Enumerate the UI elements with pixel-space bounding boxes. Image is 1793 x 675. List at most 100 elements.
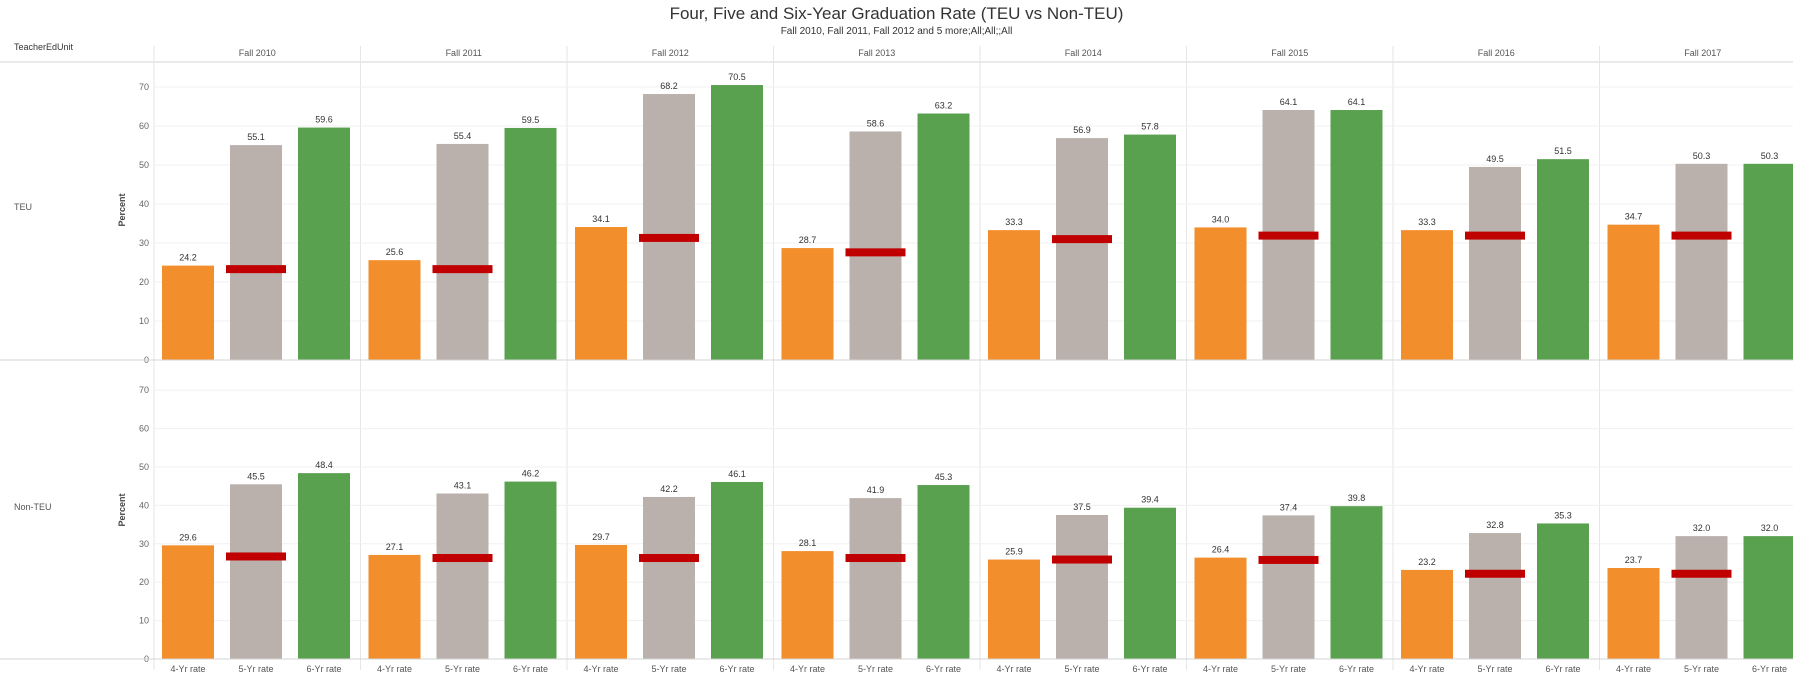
bar-value-label: 24.2 [179, 253, 197, 263]
x-tick-label: 5-Yr rate [651, 664, 686, 674]
bar-value-label: 25.9 [1005, 547, 1023, 557]
bar-5-yr-rate [1262, 515, 1315, 659]
bar-6-yr-rate [1124, 134, 1176, 360]
bar-6-yr-rate [1330, 110, 1383, 360]
x-tick-label: 4-Yr rate [377, 664, 412, 674]
x-tick-label: 6-Yr rate [1339, 664, 1374, 674]
reference-marker [845, 248, 906, 257]
chart-subtitle: Fall 2010, Fall 2011, Fall 2012 and 5 mo… [780, 26, 1013, 37]
bar-4-yr-rate [781, 248, 834, 360]
bar-5-yr-rate [1469, 166, 1521, 360]
bar-value-label: 28.7 [799, 235, 817, 245]
bar-value-label: 33.3 [1418, 217, 1436, 227]
reference-marker [1052, 235, 1112, 244]
bar-6-yr-rate [917, 485, 970, 659]
bar-4-yr-rate [988, 559, 1040, 659]
bar-6-yr-rate [1124, 507, 1176, 659]
x-tick-label: 5-Yr rate [1477, 664, 1512, 674]
column-header: Fall 2012 [652, 48, 689, 58]
bar-4-yr-rate [575, 544, 627, 659]
bar-value-label: 46.2 [522, 469, 540, 479]
reference-marker [1052, 555, 1112, 564]
x-tick-label: 5-Yr rate [238, 664, 273, 674]
x-tick-label: 6-Yr rate [1545, 664, 1580, 674]
y-tick-label: 40 [139, 199, 149, 209]
bar-value-label: 68.2 [660, 81, 678, 91]
column-header: Fall 2011 [446, 48, 482, 58]
column-header: Fall 2010 [239, 48, 276, 58]
bar-value-label: 46.1 [728, 469, 746, 479]
y-tick-label: 40 [139, 500, 149, 510]
bar-value-label: 51.5 [1554, 146, 1572, 156]
reference-marker [1465, 569, 1525, 578]
reference-marker [1258, 231, 1319, 240]
bar-6-yr-rate [504, 127, 557, 360]
bar-value-label: 23.2 [1418, 557, 1436, 567]
bar-value-label: 32.0 [1761, 523, 1779, 533]
bar-value-label: 45.5 [247, 471, 265, 481]
x-tick-label: 6-Yr rate [306, 664, 341, 674]
bar-value-label: 23.7 [1625, 555, 1643, 565]
y-axis-title: Percent [117, 493, 127, 526]
bar-4-yr-rate [1401, 569, 1453, 659]
y-tick-label: 70 [139, 385, 149, 395]
x-tick-label: 6-Yr rate [1132, 664, 1167, 674]
row-field-label: TeacherEdUnit [14, 42, 74, 52]
bar-value-label: 37.4 [1280, 502, 1298, 512]
x-tick-label: 4-Yr rate [996, 664, 1031, 674]
bar-value-label: 25.6 [386, 247, 404, 257]
x-tick-label: 6-Yr rate [926, 664, 961, 674]
bar-6-yr-rate [298, 127, 350, 360]
reference-marker [1465, 231, 1525, 240]
y-axis-title: Percent [117, 193, 127, 226]
bar-6-yr-rate [711, 85, 763, 361]
y-tick-label: 60 [139, 121, 149, 131]
bar-value-label: 58.6 [867, 118, 885, 128]
bar-5-yr-rate [1675, 536, 1728, 659]
bar-5-yr-rate [1056, 515, 1108, 659]
x-tick-label: 4-Yr rate [170, 664, 205, 674]
x-tick-label: 5-Yr rate [445, 664, 480, 674]
bar-value-label: 33.3 [1005, 217, 1023, 227]
column-header: Fall 2014 [1065, 48, 1102, 58]
bar-value-label: 42.2 [660, 484, 678, 494]
bar-value-label: 59.6 [315, 115, 333, 125]
y-tick-label: 60 [139, 424, 149, 434]
reference-marker [845, 554, 906, 563]
bar-5-yr-rate [643, 94, 695, 361]
column-header: Fall 2015 [1271, 48, 1308, 58]
y-tick-label: 50 [139, 462, 149, 472]
y-tick-label: 10 [139, 616, 149, 626]
reference-marker [432, 265, 493, 274]
y-tick-label: 30 [139, 539, 149, 549]
bar-4-yr-rate [781, 551, 834, 659]
bar-value-label: 26.4 [1212, 545, 1230, 555]
column-header: Fall 2013 [858, 48, 895, 58]
bar-5-yr-rate [643, 496, 695, 659]
bar-value-label: 39.8 [1348, 493, 1366, 503]
y-tick-label: 50 [139, 160, 149, 170]
bar-value-label: 43.1 [454, 480, 472, 490]
y-tick-label: 10 [139, 316, 149, 326]
bar-5-yr-rate [436, 143, 489, 360]
bar-4-yr-rate [162, 265, 214, 360]
bar-5-yr-rate [230, 484, 282, 659]
bar-5-yr-rate [436, 493, 489, 659]
bar-4-yr-rate [368, 260, 421, 360]
bar-value-label: 63.2 [935, 101, 953, 111]
bar-4-yr-rate [368, 554, 421, 659]
bar-6-yr-rate [1537, 159, 1589, 360]
reference-marker [639, 554, 699, 563]
x-tick-label: 5-Yr rate [1684, 664, 1719, 674]
bar-4-yr-rate [1607, 224, 1660, 360]
bar-5-yr-rate [1675, 163, 1728, 360]
bar-value-label: 29.7 [592, 532, 610, 542]
bar-5-yr-rate [230, 145, 282, 360]
reference-marker [226, 265, 286, 274]
bar-value-label: 59.5 [522, 115, 540, 125]
bar-value-label: 39.4 [1141, 495, 1159, 505]
bar-value-label: 41.9 [867, 485, 885, 495]
column-header: Fall 2016 [1478, 48, 1515, 58]
column-header: Fall 2017 [1684, 48, 1721, 58]
bar-4-yr-rate [1194, 557, 1247, 659]
